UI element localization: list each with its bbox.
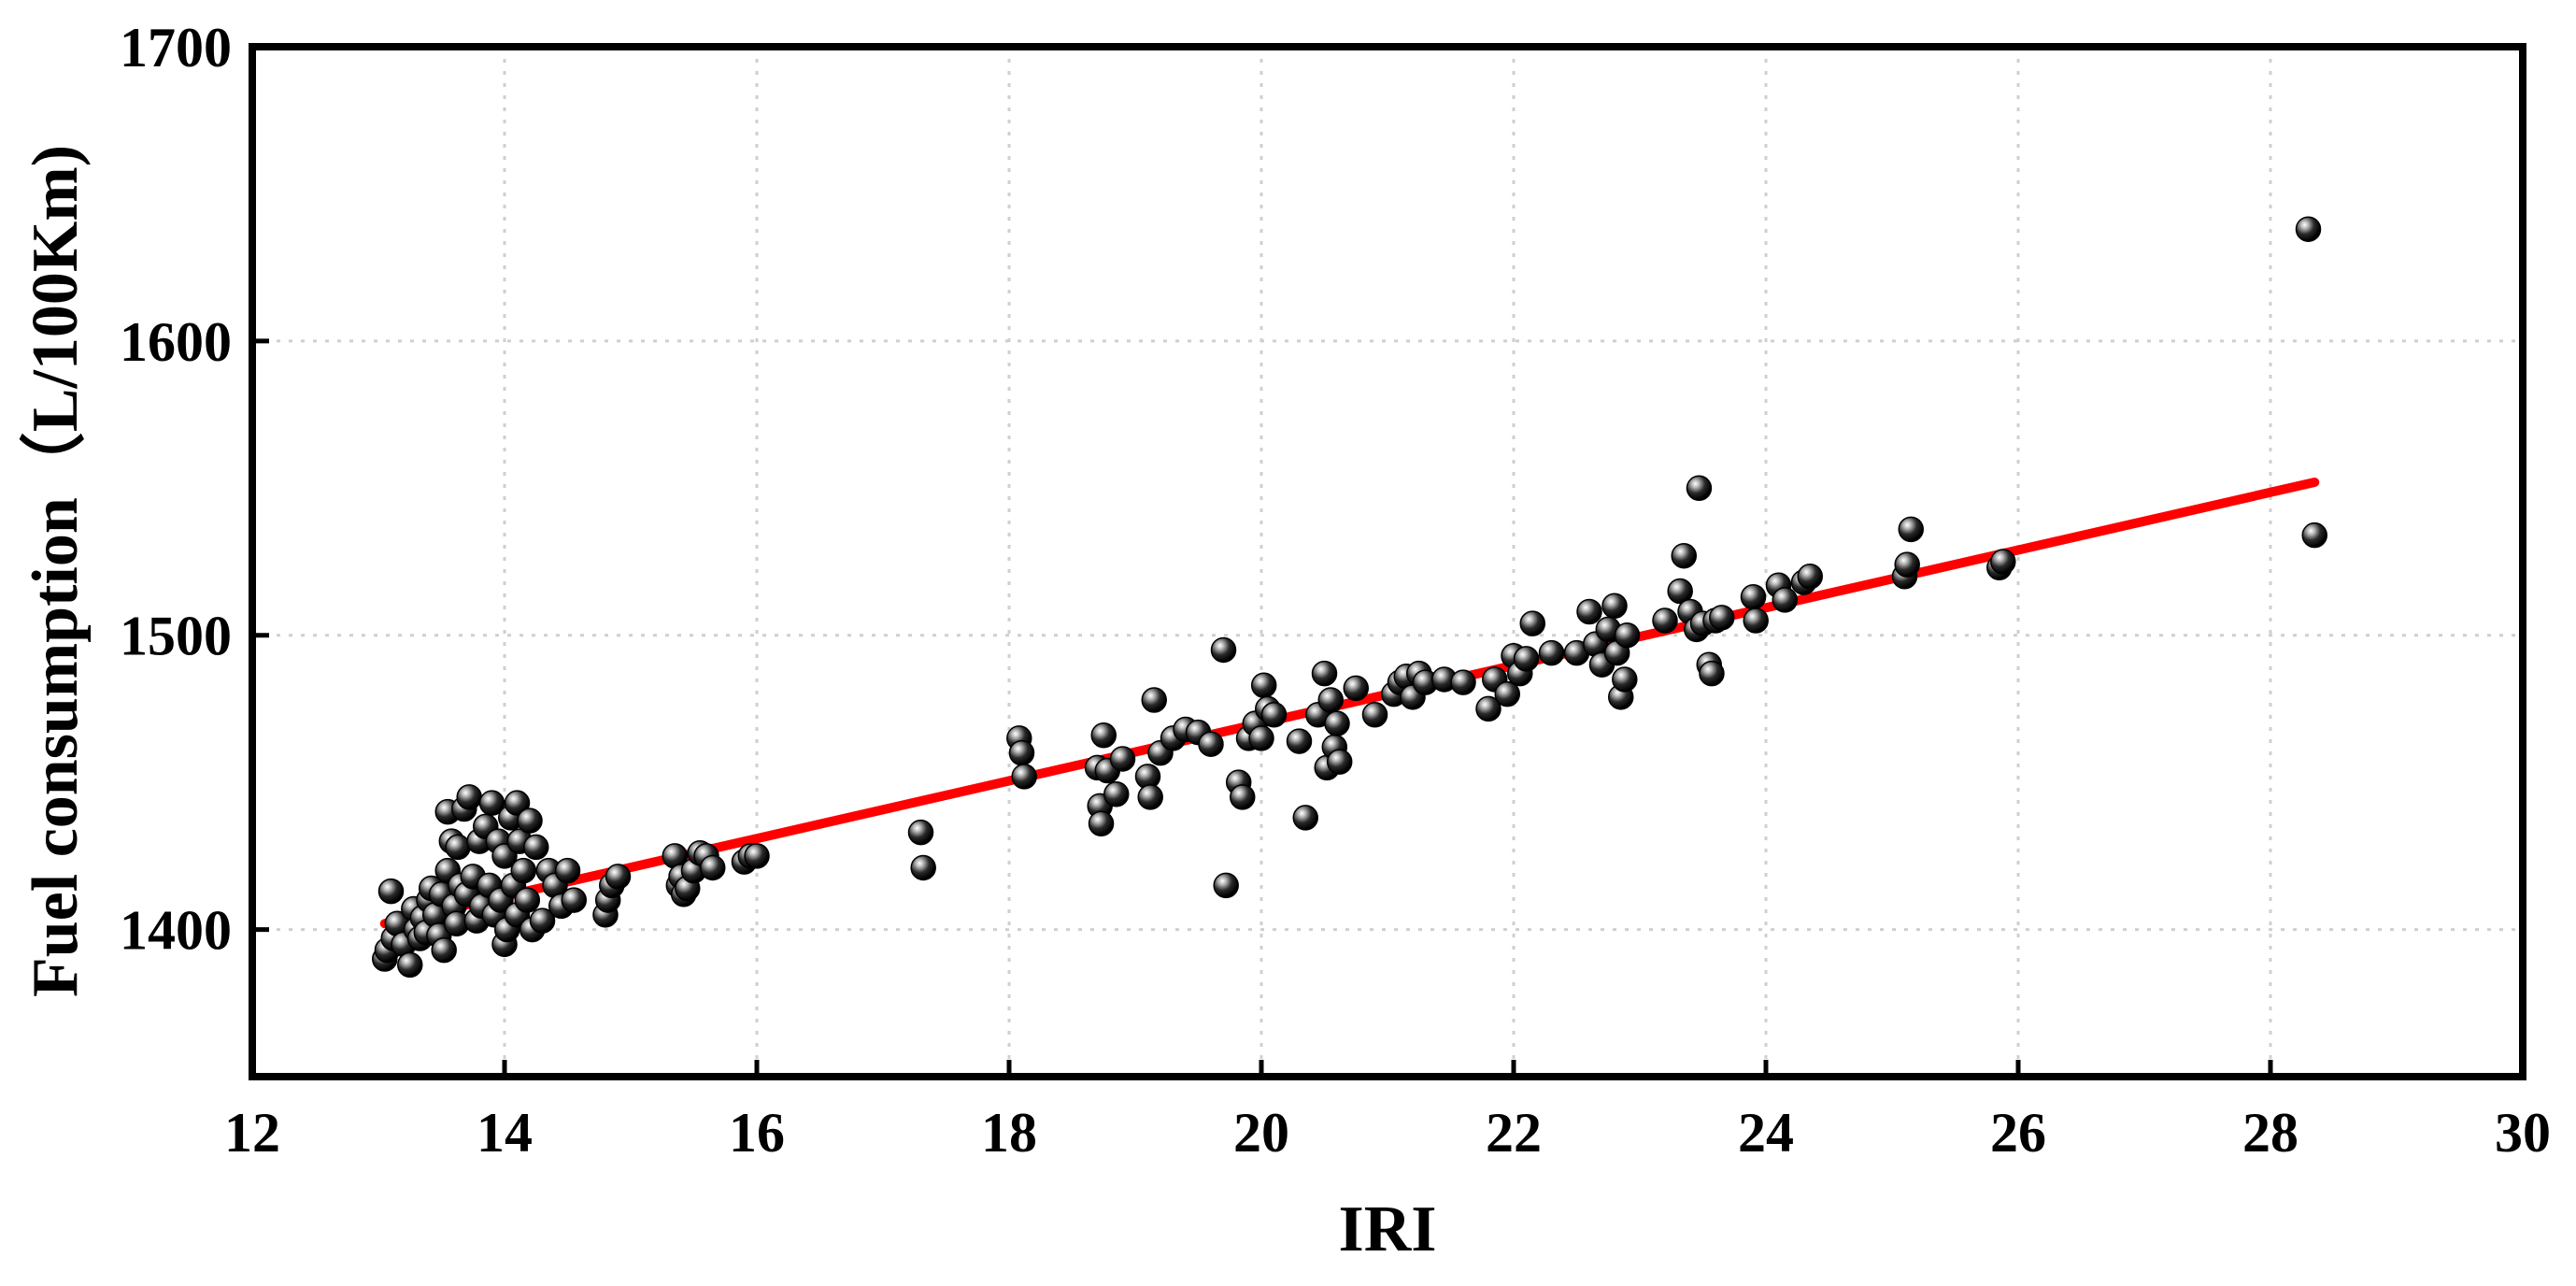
data-point [2301, 522, 2327, 549]
data-point [431, 936, 457, 964]
data-point [1513, 646, 1540, 672]
data-point [529, 907, 556, 934]
data-point [1894, 551, 1920, 578]
data-point [1286, 728, 1313, 754]
data-point [1248, 725, 1274, 751]
data-point [1772, 587, 1798, 613]
data-point [700, 854, 726, 881]
data-point [1109, 746, 1136, 772]
data-point [1317, 687, 1344, 713]
data-point [605, 864, 632, 890]
x-tick-label: 30 [2495, 1102, 2551, 1164]
data-point [2295, 216, 2322, 242]
data-point [1324, 710, 1350, 736]
data-point [1538, 639, 1565, 666]
data-point [1743, 607, 1769, 634]
x-tick-label: 24 [1738, 1102, 1794, 1164]
data-point [478, 790, 505, 816]
data-point [1612, 666, 1638, 693]
data-point [554, 857, 581, 884]
y-tick-label: 1500 [120, 606, 232, 667]
data-point [1141, 687, 1167, 713]
x-tick-label: 14 [477, 1102, 533, 1164]
data-point [1198, 731, 1224, 757]
data-point [445, 834, 471, 861]
data-point [1011, 764, 1037, 790]
x-tick-labels: 12 14 16 18 20 22 24 26 28 30 [224, 1102, 2551, 1164]
grid-lines [252, 47, 2523, 1077]
data-point [1292, 805, 1318, 831]
data-point [1990, 549, 2016, 575]
x-tick-label: 16 [729, 1102, 785, 1164]
data-point [1898, 516, 1924, 543]
data-point [1250, 672, 1277, 698]
plot-frame [249, 43, 2526, 1080]
x-tick-label: 20 [1233, 1102, 1289, 1164]
data-point [1614, 622, 1641, 649]
data-point [1137, 784, 1163, 810]
data-point [1210, 636, 1237, 664]
data-point [1699, 660, 1725, 687]
y-tick-label: 1600 [120, 311, 232, 373]
data-point [1326, 749, 1353, 775]
data-point [1008, 739, 1035, 766]
data-point [1576, 598, 1602, 625]
data-point [1740, 584, 1767, 610]
data-point [1230, 784, 1256, 810]
data-point [1667, 578, 1693, 605]
data-point [1361, 701, 1388, 728]
data-point [1671, 542, 1697, 569]
data-point [397, 951, 423, 979]
data-point [514, 887, 541, 913]
data-point [1494, 680, 1520, 707]
data-point [1709, 605, 1735, 631]
data-point [1103, 780, 1130, 807]
x-axis-title: IRI [1338, 1193, 1436, 1265]
data-points [372, 216, 2327, 979]
data-point [1213, 872, 1239, 899]
axis-ticks [249, 44, 2526, 1077]
data-point [561, 887, 587, 913]
data-point [1519, 610, 1545, 636]
data-point [1311, 660, 1338, 687]
data-point [907, 819, 934, 846]
y-axis-title: Fuel consumption（L/100Km) [19, 145, 92, 997]
data-point [510, 857, 536, 884]
data-point [1343, 675, 1369, 702]
data-point [744, 843, 770, 869]
y-tick-label: 1400 [120, 900, 232, 962]
y-tick-label: 1700 [120, 17, 232, 79]
data-point [523, 834, 549, 861]
data-point [456, 784, 482, 810]
data-point [1088, 810, 1115, 836]
data-point [1601, 593, 1628, 619]
x-tick-label: 18 [981, 1102, 1037, 1164]
data-point [517, 807, 543, 834]
data-point [1652, 607, 1678, 634]
x-tick-label: 26 [1990, 1102, 2046, 1164]
y-tick-labels: 1400 1500 1600 1700 [120, 17, 232, 962]
data-point [1090, 722, 1117, 749]
data-point [504, 790, 531, 816]
data-point [1797, 563, 1823, 590]
data-point [1686, 475, 1713, 502]
data-point [1260, 701, 1288, 728]
data-point [1475, 695, 1501, 722]
data-point [910, 854, 936, 881]
data-point [1450, 669, 1476, 695]
x-tick-label: 22 [1486, 1102, 1542, 1164]
data-point [377, 878, 405, 905]
x-tick-label: 28 [2242, 1102, 2298, 1164]
x-tick-label: 12 [224, 1102, 280, 1164]
